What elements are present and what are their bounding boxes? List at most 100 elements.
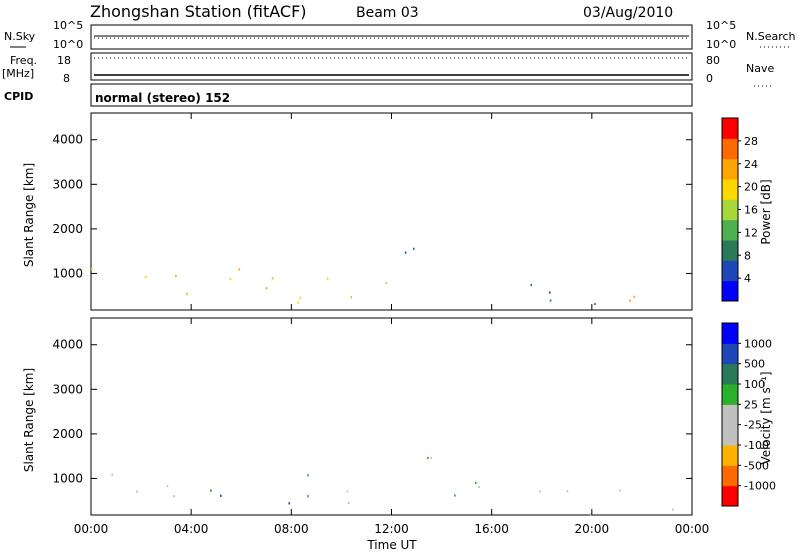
- power-cell: [297, 301, 299, 304]
- velocity-cell: [672, 508, 674, 511]
- velocity-cell: [173, 495, 175, 498]
- power-colorbar-bin: [722, 118, 738, 139]
- velocity-cell: [539, 490, 541, 493]
- power-cell: [271, 277, 274, 280]
- power-colorbar-label: Power [dB]: [759, 179, 773, 244]
- power-cell: [385, 281, 388, 285]
- nsky-bottom-label: 10^0: [53, 38, 83, 51]
- power-colorbar-bin: [722, 219, 738, 241]
- time-axis-ticks: 00:00 04:00 08:00 12:00 16:00 20:00 00:00: [74, 113, 710, 536]
- power-colorbar-tick-label: 20: [744, 181, 758, 194]
- velocity-cell: [111, 473, 113, 476]
- power-cell: [549, 291, 551, 294]
- velocity-panel: 1000 2000 3000 4000 Slant Range [km] -1000 -…: [22, 317, 776, 516]
- nsearch-bottom-label: 10^0: [706, 38, 736, 51]
- velocity-ytick-label: 1000: [52, 471, 83, 485]
- power-colorbar-bin: [722, 138, 738, 160]
- velocity-colorbar-tick-label: 100: [744, 378, 765, 391]
- velocity-colorbar-bin: [722, 363, 738, 385]
- cpid-label: CPID: [4, 90, 33, 103]
- power-cell: [229, 277, 232, 281]
- velocity-colorbar: -1000 -500 -100 -25 25 100 500 1000: [721, 322, 776, 507]
- nsky-top-label: 10^5: [53, 19, 83, 32]
- power-scatter-data: [91, 247, 636, 306]
- velocity-cell: [307, 495, 309, 498]
- velocity-colorbar-bin: [722, 404, 738, 426]
- power-cell: [404, 251, 407, 254]
- cpid-strip: [90, 83, 693, 107]
- power-cell: [299, 296, 302, 299]
- power-ytick-label: 1000: [52, 266, 83, 280]
- power-plot-frame: [90, 112, 693, 311]
- freq-top-label: 18: [57, 54, 71, 67]
- power-cell: [549, 299, 552, 302]
- nave-bottom-label: 0: [706, 72, 713, 85]
- power-colorbar-tick-label: 16: [744, 204, 758, 217]
- velocity-cell: [478, 485, 480, 489]
- velocity-colorbar-tick-label: -500: [744, 459, 769, 472]
- nsearch-label: N.Search: [746, 30, 796, 43]
- velocity-cell: [166, 485, 169, 488]
- power-ytick-label: 4000: [52, 133, 83, 147]
- power-colorbar-bin: [722, 280, 738, 302]
- velocity-cell: [589, 513, 592, 516]
- power-colorbar-bin: [722, 179, 738, 200]
- velocity-colorbar-frame: [721, 322, 739, 507]
- power-panel: 1000 2000 3000 4000 Slant Range [km] 4 8 12 16…: [22, 112, 773, 311]
- freq-label-line2: [MHz]: [2, 67, 34, 80]
- nsky-label: N.Sky: [4, 30, 36, 43]
- velocity-colorbar-bin: [722, 323, 738, 344]
- power-colorbar-tick-label: 24: [744, 158, 758, 171]
- x-axis-label: Time UT: [366, 538, 417, 552]
- velocity-cell: [566, 490, 569, 493]
- freq-label-line1: Freq.: [10, 54, 37, 67]
- power-ytick-label: 3000: [52, 177, 83, 191]
- nave-label: Nave: [746, 62, 774, 75]
- velocity-colorbar-label: Velocity [m s⁻¹]: [759, 371, 773, 464]
- power-colorbar-bin: [722, 260, 738, 282]
- power-colorbar-tick-label: 28: [744, 135, 758, 148]
- velocity-cell: [136, 490, 138, 493]
- velocity-colorbar-tick-label: -100: [744, 439, 769, 452]
- power-cell: [238, 268, 241, 271]
- velocity-colorbar-bin: [722, 424, 738, 446]
- power-colorbar-bin: [722, 240, 738, 261]
- freq-strip: [90, 52, 693, 81]
- power-colorbar-bin: [722, 199, 738, 221]
- velocity-colorbar-bin: [722, 465, 738, 487]
- x-tick-label: 00:00: [675, 522, 710, 536]
- velocity-y-axis-label: Slant Range [km]: [22, 368, 36, 472]
- power-colorbar-tick-label: 12: [744, 226, 758, 239]
- velocity-cell: [307, 474, 309, 477]
- velocity-cell: [220, 494, 222, 497]
- velocity-cell: [288, 502, 291, 505]
- power-cell: [186, 292, 188, 295]
- power-cell: [144, 276, 147, 279]
- x-tick-label: 12:00: [374, 522, 409, 536]
- velocity-ytick-label: 3000: [52, 382, 83, 396]
- power-ytick-label: 2000: [52, 222, 83, 236]
- velocity-cell: [346, 490, 349, 493]
- x-tick-label: 04:00: [174, 522, 209, 536]
- nsearch-top-label: 10^5: [706, 19, 736, 32]
- velocity-colorbar-tick-label: -1000: [744, 480, 776, 493]
- velocity-colorbar-bin: [722, 485, 738, 507]
- velocity-colorbar-tick-label: 1000: [744, 337, 772, 350]
- velocity-colorbar-bin: [722, 384, 738, 405]
- nave-top-label: 80: [706, 54, 720, 67]
- power-cell: [594, 302, 596, 306]
- x-tick-label: 00:00: [74, 522, 109, 536]
- velocity-colorbar-bin: [722, 343, 738, 365]
- power-cell: [91, 267, 93, 271]
- velocity-colorbar-tick-label: 25: [744, 398, 758, 411]
- velocity-cell: [430, 456, 432, 459]
- velocity-colorbar-tick-label: -25: [744, 419, 762, 432]
- velocity-ytick-label: 2000: [52, 427, 83, 441]
- power-cell: [265, 287, 268, 290]
- velocity-plot-frame: [90, 317, 693, 516]
- velocity-colorbar-bin: [722, 445, 738, 466]
- nsky-strip: [90, 24, 693, 50]
- power-y-ticks: 1000 2000 3000 4000: [52, 133, 692, 280]
- velocity-ytick-label: 4000: [52, 338, 83, 352]
